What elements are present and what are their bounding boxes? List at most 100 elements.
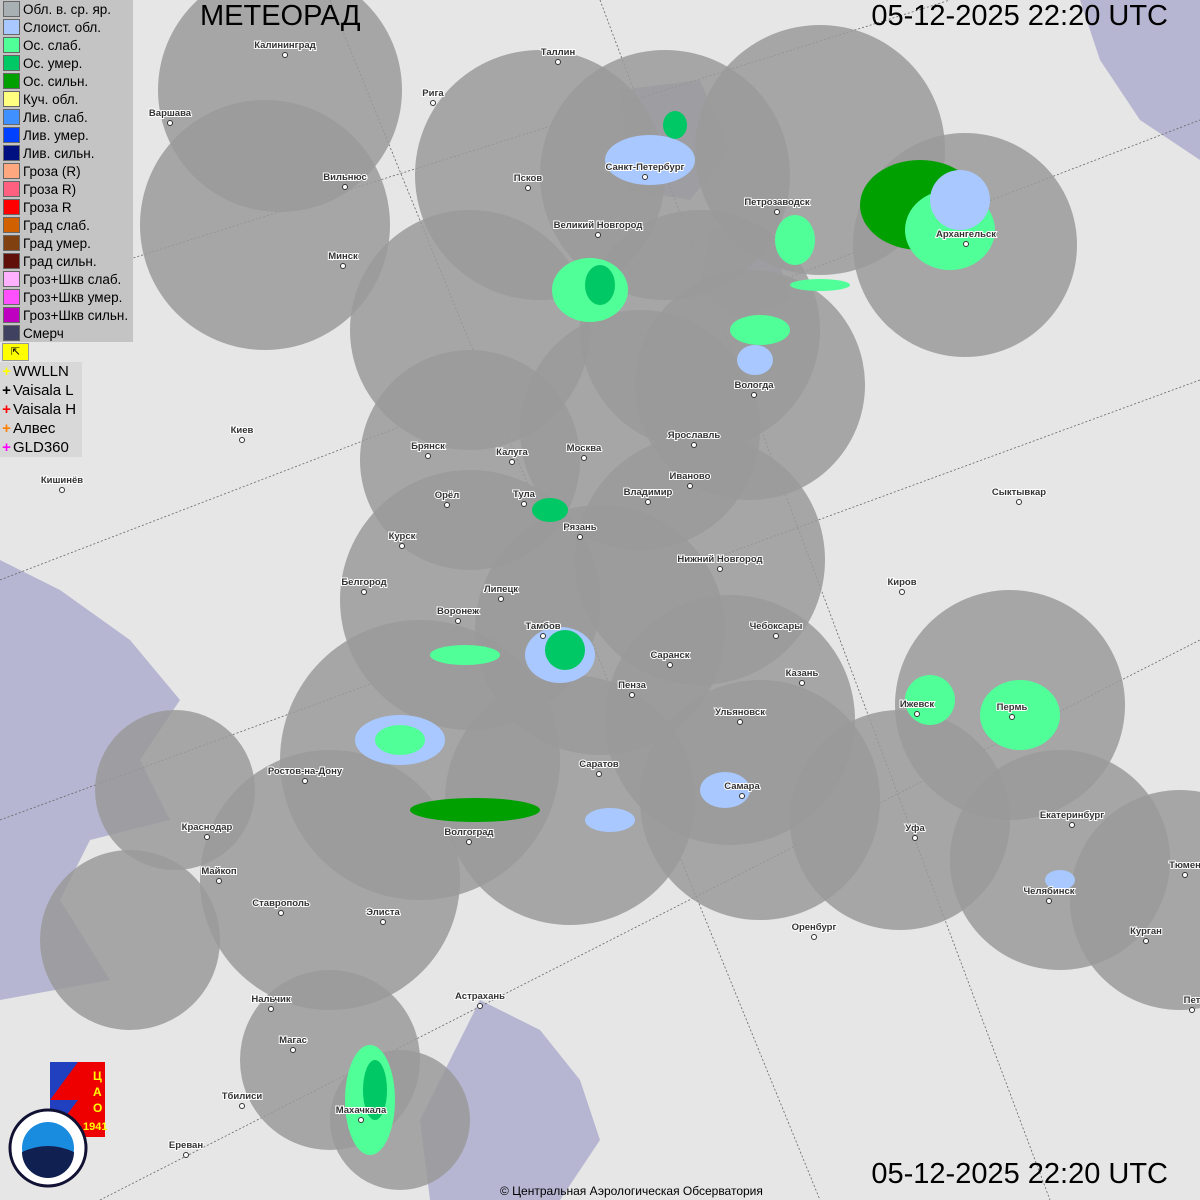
city-label: Самара <box>724 781 760 792</box>
city-dot-icon <box>342 184 348 190</box>
city-label: Иваново <box>670 471 711 482</box>
city-label: Рязань <box>563 522 596 533</box>
city-dot-icon <box>278 910 284 916</box>
legend-item: Град сильн. <box>0 252 133 270</box>
legend-label: Гроза R <box>23 199 72 215</box>
city-marker: Петрозаводск <box>743 196 811 215</box>
logos: Ц А О 1941 <box>8 1062 107 1188</box>
legend-item: Лив. слаб. <box>0 108 133 126</box>
svg-text:О: О <box>93 1101 102 1115</box>
lightning-label: GLD360 <box>13 439 69 456</box>
city-label: Уфа <box>905 823 925 834</box>
cities: Калининград Таллин Рига Варшава Вильнюс Псков… <box>40 39 1200 1158</box>
legend-label: Гроза R) <box>23 181 77 197</box>
city-dot-icon <box>509 459 515 465</box>
lightning-cross-icon: + <box>2 363 11 380</box>
city-dot-icon <box>340 263 346 269</box>
city-dot-icon <box>282 52 288 58</box>
city-label: Нижний Новгород <box>677 554 762 565</box>
city-dot-icon <box>216 878 222 884</box>
legend-item: Обл. в. ср. яр. <box>0 0 133 18</box>
city-marker: Москва <box>566 442 603 461</box>
city-dot-icon <box>477 1003 483 1009</box>
legend-label: Град слаб. <box>23 217 90 233</box>
city-marker: Элиста <box>365 906 402 925</box>
legend-item: Град умер. <box>0 234 133 252</box>
precipitation-area <box>775 215 815 265</box>
city-dot-icon <box>204 834 210 840</box>
precipitation-legend: Обл. в. ср. яр. Слоист. обл. Ос. слаб. Ос. … <box>0 0 133 342</box>
city-dot-icon <box>239 1103 245 1109</box>
legend-label: Куч. обл. <box>23 91 79 107</box>
precipitation-area <box>375 725 425 755</box>
city-dot-icon <box>577 534 583 540</box>
precipitation-area <box>980 680 1060 750</box>
city-label: Курган <box>1130 926 1162 937</box>
city-label: Элиста <box>366 907 400 918</box>
city-marker: Псков <box>513 172 543 191</box>
lightning-cross-icon: + <box>2 439 11 456</box>
city-dot-icon <box>774 209 780 215</box>
city-marker: Тула <box>512 488 537 507</box>
city-dot-icon <box>899 589 905 595</box>
radar-range-circle <box>445 675 695 925</box>
city-marker: Орёл <box>434 489 460 508</box>
city-dot-icon <box>642 174 648 180</box>
city-marker: Тамбов <box>524 620 562 639</box>
city-label: Ставрополь <box>252 898 310 909</box>
city-dot-icon <box>645 499 651 505</box>
city-label: Чебоксары <box>750 621 803 632</box>
city-marker: Челябинск <box>1022 885 1076 904</box>
lightning-item: + WWLLN <box>0 362 82 381</box>
city-dot-icon <box>739 793 745 799</box>
city-marker: Владимир <box>623 486 674 505</box>
lightning-item: + Алвес <box>0 419 82 438</box>
city-label: Киев <box>231 425 254 436</box>
city-dot-icon <box>290 1047 296 1053</box>
precipitation-area <box>605 135 695 185</box>
copyright: © Центральная Аэрологическая Обсерватори… <box>500 1184 763 1198</box>
city-dot-icon <box>525 185 531 191</box>
city-dot-icon <box>540 633 546 639</box>
city-label: Нальчик <box>251 994 291 1005</box>
city-marker: Махачкала <box>335 1104 388 1123</box>
legend-label: Обл. в. ср. яр. <box>23 1 112 17</box>
legend-label: Ос. умер. <box>23 55 83 71</box>
datetime-top: 05-12-2025 22:20 UTC <box>871 0 1168 32</box>
city-marker: Волгоград <box>443 826 495 845</box>
city-dot-icon <box>1189 1007 1195 1013</box>
city-label: Рига <box>422 88 444 99</box>
city-dot-icon <box>1016 499 1022 505</box>
legend-swatch <box>3 1 20 17</box>
city-marker: Варшава <box>148 107 193 126</box>
legend-item: Град слаб. <box>0 216 133 234</box>
legend-swatch <box>3 127 20 143</box>
corner-arrow-icon[interactable]: ⇱ <box>2 343 29 361</box>
lightning-label: Vaisala H <box>13 401 77 418</box>
legend-label: Смерч <box>23 325 64 341</box>
city-marker: Иваново <box>669 470 712 489</box>
city-dot-icon <box>498 596 504 602</box>
city-label: Калуга <box>496 447 528 458</box>
radar-range-circle <box>95 710 255 870</box>
legend-swatch <box>3 325 20 341</box>
legend-item: Гроз+Шкв сильн. <box>0 306 133 324</box>
city-label: Вильнюс <box>323 172 367 183</box>
city-dot-icon <box>914 711 920 717</box>
city-label: Липецк <box>484 584 518 595</box>
city-dot-icon <box>595 232 601 238</box>
legend-item: Ос. сильн. <box>0 72 133 90</box>
city-dot-icon <box>1046 898 1052 904</box>
city-marker: Ростов-на-Дону <box>267 765 344 784</box>
city-label: Саратов <box>579 759 619 770</box>
lightning-cross-icon: + <box>2 401 11 418</box>
city-dot-icon <box>773 633 779 639</box>
city-dot-icon <box>1182 872 1188 878</box>
city-label: Санкт-Петербург <box>606 162 685 173</box>
city-label: Белгород <box>341 577 386 588</box>
city-label: Майкоп <box>201 866 237 877</box>
city-label: Варшава <box>149 108 192 119</box>
legend-swatch <box>3 235 20 251</box>
legend-item: Слоист. обл. <box>0 18 133 36</box>
